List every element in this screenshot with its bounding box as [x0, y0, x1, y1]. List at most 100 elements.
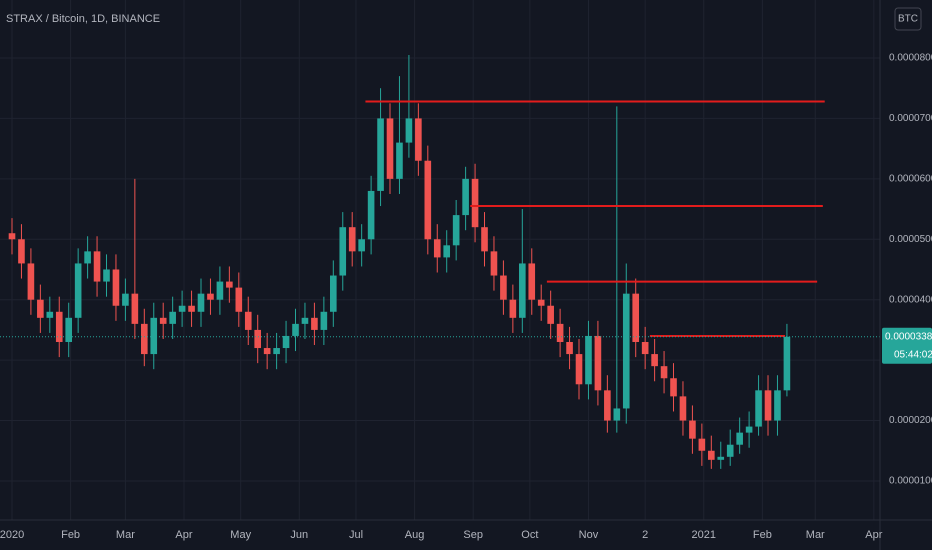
x-tick-label: May — [230, 529, 251, 541]
candle-body — [585, 335, 592, 385]
candle-body — [604, 390, 611, 421]
y-tick-label: 0.00008000 — [889, 53, 932, 64]
candle-body — [689, 420, 696, 439]
candle-body — [774, 390, 781, 421]
candle-body — [244, 311, 252, 330]
candle-body — [216, 281, 224, 300]
x-tick-label: Aug — [405, 529, 425, 541]
candle-body — [641, 341, 649, 355]
candle-body — [396, 142, 403, 179]
x-tick-label: Feb — [753, 529, 772, 541]
candle-body — [537, 299, 545, 306]
candle-body — [717, 456, 725, 460]
candle-body — [424, 160, 432, 240]
candle-body — [490, 251, 498, 276]
last-price-badge — [882, 327, 932, 364]
y-tick-label: 0.00005000 — [889, 234, 932, 245]
y-tick-label: 0.00004000 — [889, 294, 932, 305]
candle-body — [235, 287, 243, 312]
candle-body — [339, 227, 347, 276]
candle-body — [471, 178, 479, 228]
candle-body — [27, 263, 35, 300]
x-tick-label: Feb — [61, 529, 80, 541]
candle-body — [226, 281, 233, 288]
candle-body — [670, 378, 677, 397]
candle-body — [320, 311, 328, 330]
candle-body — [433, 239, 441, 258]
x-tick-label: Jul — [349, 529, 363, 541]
x-tick-label: 2 — [642, 529, 648, 541]
candle-body — [519, 263, 526, 318]
candle-body — [632, 293, 640, 342]
candle-body — [197, 293, 205, 312]
candle-body — [178, 305, 186, 312]
candle-body — [169, 311, 176, 324]
grid — [0, 0, 880, 520]
candle-body — [755, 390, 762, 427]
y-tick-label: 0.00002000 — [889, 415, 932, 426]
candle-body — [443, 245, 451, 258]
candle-body — [698, 438, 706, 451]
candle-body — [679, 396, 687, 421]
candle-body — [481, 227, 488, 252]
x-tick-label: 2020 — [0, 529, 24, 541]
candle-body — [415, 118, 422, 161]
candle-body — [140, 323, 148, 355]
candle-body — [74, 263, 82, 318]
candle-body — [528, 263, 536, 300]
candle-body — [348, 227, 356, 252]
x-tick-label: Mar — [806, 529, 825, 541]
candle-body — [103, 269, 110, 282]
candle-body — [358, 239, 365, 252]
last-price-label: 0.00003387 — [885, 331, 932, 342]
candle-body — [273, 348, 280, 355]
candle-body — [386, 118, 394, 179]
candle-body — [660, 366, 668, 379]
candle-body — [575, 354, 583, 385]
candle-body — [736, 432, 743, 445]
x-tick-label: Oct — [521, 529, 538, 541]
candle-body — [377, 118, 384, 191]
candle-body — [282, 335, 290, 349]
candle-body — [18, 239, 25, 264]
candle-body — [613, 408, 621, 421]
candle-body — [84, 251, 91, 264]
candle-body — [301, 317, 309, 324]
candle-body — [159, 317, 167, 324]
x-tick-label: Jun — [290, 529, 308, 541]
candle-body — [556, 323, 564, 342]
candle-body — [311, 317, 318, 330]
currency-button[interactable] — [894, 7, 922, 31]
x-tick-label: Apr — [865, 529, 882, 541]
candle-body — [566, 341, 573, 355]
chart-title: STRAX / Bitcoin, 1D, BINANCE — [6, 13, 160, 25]
candle-body — [37, 299, 44, 318]
x-tick-label: Apr — [175, 529, 192, 541]
candle-body — [783, 336, 791, 391]
currency-label[interactable]: BTC — [898, 14, 918, 25]
candle-body — [65, 317, 73, 342]
candle-body — [8, 233, 16, 240]
candle-body — [405, 118, 413, 143]
x-tick-label: 2021 — [692, 529, 716, 541]
candle-body — [207, 293, 214, 300]
candle-body — [500, 275, 507, 300]
y-tick-label: 0.00006000 — [889, 173, 932, 184]
candle-body — [367, 190, 375, 240]
candle-body — [764, 390, 772, 421]
plot — [0, 54, 880, 469]
y-tick-label: 0.00007000 — [889, 113, 932, 124]
candle-body — [112, 269, 120, 306]
candle-body — [263, 348, 271, 355]
candle-body — [122, 293, 129, 306]
candle-body — [46, 311, 54, 318]
candle-body — [93, 251, 101, 282]
candle-body — [651, 354, 658, 367]
candle-body — [745, 426, 753, 433]
candle-body — [131, 293, 139, 324]
candle-body — [726, 444, 734, 457]
y-tick-label: 0.00001000 — [889, 476, 932, 487]
candle-body — [150, 317, 158, 355]
candle-body — [452, 215, 460, 246]
